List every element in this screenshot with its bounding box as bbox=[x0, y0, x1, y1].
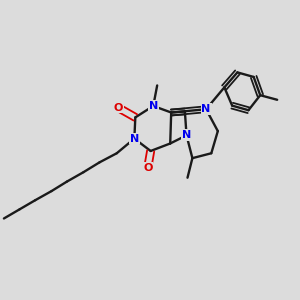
Text: O: O bbox=[143, 163, 152, 173]
Text: N: N bbox=[148, 101, 158, 111]
Text: N: N bbox=[130, 134, 139, 144]
Text: N: N bbox=[182, 130, 191, 140]
Text: N: N bbox=[202, 104, 211, 114]
Text: O: O bbox=[113, 103, 123, 112]
